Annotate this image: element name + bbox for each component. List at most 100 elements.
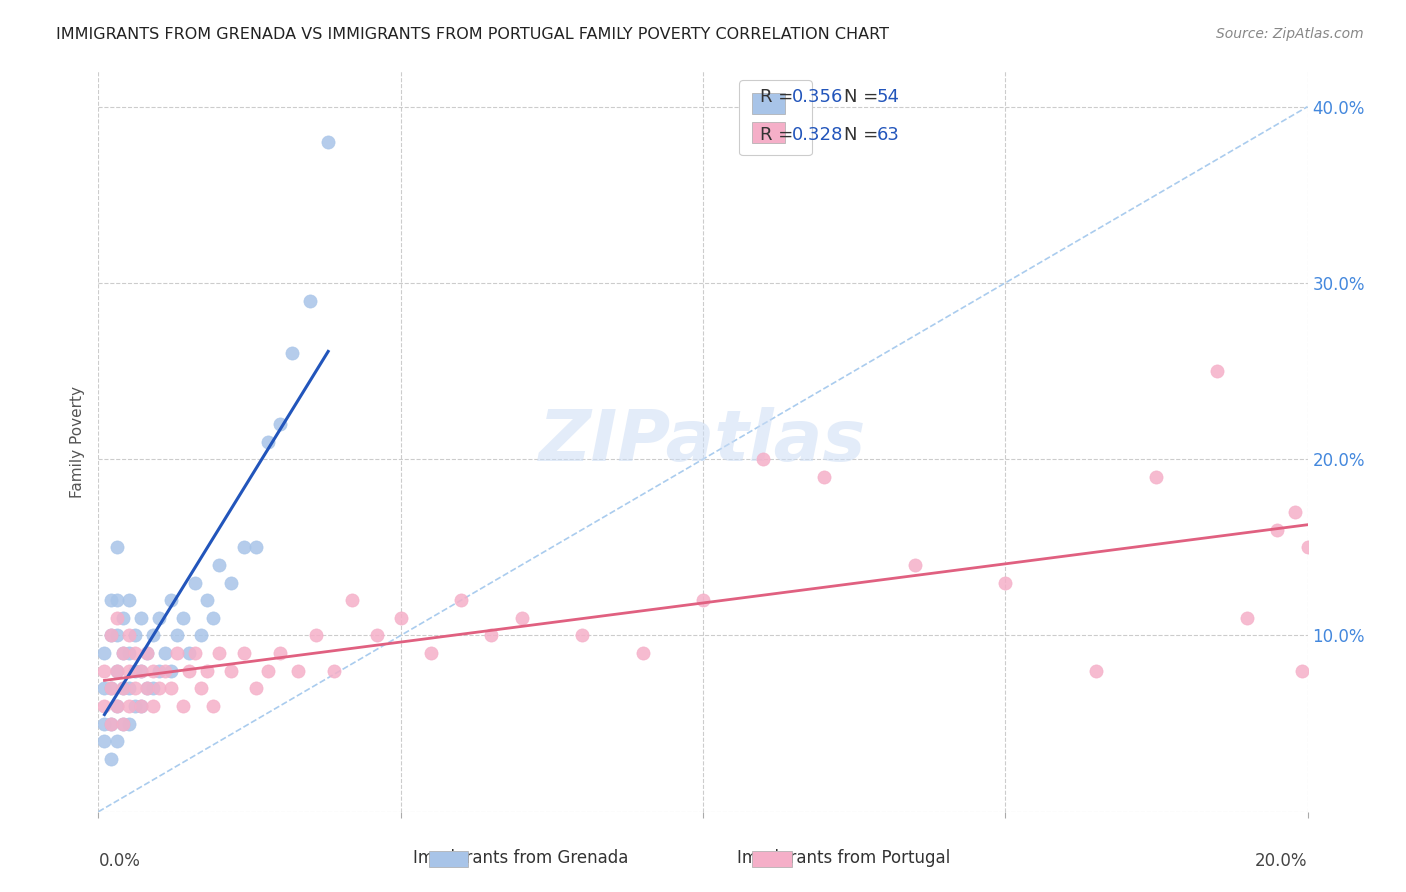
- Point: [135, 681, 157, 696]
- Point: [1144, 470, 1167, 484]
- Point: [172, 698, 194, 713]
- Point: [100, 716, 122, 731]
- Point: [129, 611, 152, 625]
- Point: [118, 716, 141, 731]
- Text: 20.0%: 20.0%: [1256, 853, 1308, 871]
- Point: [1236, 611, 1258, 625]
- Text: Immigrants from Grenada: Immigrants from Grenada: [412, 849, 628, 867]
- Point: [166, 628, 188, 642]
- Point: [148, 681, 170, 696]
- Legend: , : ,: [740, 80, 811, 155]
- Point: [142, 681, 165, 696]
- Point: [316, 135, 339, 149]
- Point: [305, 628, 328, 642]
- Text: 0.356: 0.356: [792, 87, 844, 105]
- Point: [105, 698, 128, 713]
- Point: [904, 558, 927, 572]
- Point: [481, 628, 503, 642]
- Point: [1206, 364, 1229, 378]
- Point: [631, 646, 654, 660]
- Point: [153, 646, 176, 660]
- Point: [148, 611, 170, 625]
- Point: [124, 698, 146, 713]
- Point: [100, 628, 122, 642]
- Point: [93, 716, 115, 731]
- Point: [111, 681, 134, 696]
- Point: [160, 593, 183, 607]
- Text: R =: R =: [759, 87, 799, 105]
- Point: [93, 646, 115, 660]
- Text: 0.328: 0.328: [792, 126, 844, 144]
- Point: [994, 575, 1017, 590]
- Point: [510, 611, 533, 625]
- Point: [93, 681, 115, 696]
- Y-axis label: Family Poverty: Family Poverty: [70, 385, 86, 498]
- Point: [111, 646, 134, 660]
- Point: [105, 698, 128, 713]
- Point: [166, 646, 188, 660]
- Point: [160, 681, 183, 696]
- Point: [105, 664, 128, 678]
- Point: [124, 628, 146, 642]
- Point: [100, 681, 122, 696]
- Point: [323, 664, 346, 678]
- Point: [118, 646, 141, 660]
- Point: [118, 681, 141, 696]
- Point: [111, 716, 134, 731]
- Point: [135, 646, 157, 660]
- Point: [221, 664, 243, 678]
- Point: [1284, 505, 1306, 519]
- Point: [342, 593, 364, 607]
- Point: [129, 664, 152, 678]
- Point: [692, 593, 714, 607]
- Point: [245, 681, 267, 696]
- Point: [256, 434, 278, 449]
- Point: [105, 628, 128, 642]
- Point: [813, 470, 835, 484]
- Point: [111, 611, 134, 625]
- Point: [100, 752, 122, 766]
- Point: [124, 646, 146, 660]
- Point: [366, 628, 388, 642]
- Point: [124, 681, 146, 696]
- Point: [221, 575, 243, 590]
- Point: [232, 541, 254, 555]
- Text: N =: N =: [844, 126, 884, 144]
- Text: N =: N =: [844, 87, 884, 105]
- Point: [93, 734, 115, 748]
- Point: [190, 681, 212, 696]
- Point: [752, 452, 775, 467]
- Point: [202, 611, 225, 625]
- Point: [269, 646, 291, 660]
- Point: [184, 575, 207, 590]
- Point: [195, 593, 218, 607]
- Text: 0.0%: 0.0%: [98, 853, 141, 871]
- Point: [172, 611, 194, 625]
- Point: [202, 698, 225, 713]
- Point: [287, 664, 309, 678]
- Point: [232, 646, 254, 660]
- Point: [1267, 523, 1289, 537]
- Point: [153, 664, 176, 678]
- Text: Immigrants from Portugal: Immigrants from Portugal: [737, 849, 950, 867]
- Point: [100, 593, 122, 607]
- Point: [571, 628, 593, 642]
- Point: [100, 681, 122, 696]
- Point: [160, 664, 183, 678]
- Text: 63: 63: [876, 126, 900, 144]
- Point: [179, 646, 201, 660]
- Point: [208, 558, 231, 572]
- Point: [124, 664, 146, 678]
- Point: [245, 541, 267, 555]
- Point: [129, 664, 152, 678]
- Point: [184, 646, 207, 660]
- Point: [93, 698, 115, 713]
- Point: [105, 734, 128, 748]
- Point: [129, 698, 152, 713]
- Text: R =: R =: [759, 126, 799, 144]
- Point: [148, 664, 170, 678]
- Point: [281, 346, 304, 360]
- Point: [1291, 664, 1313, 678]
- Point: [118, 698, 141, 713]
- Point: [129, 698, 152, 713]
